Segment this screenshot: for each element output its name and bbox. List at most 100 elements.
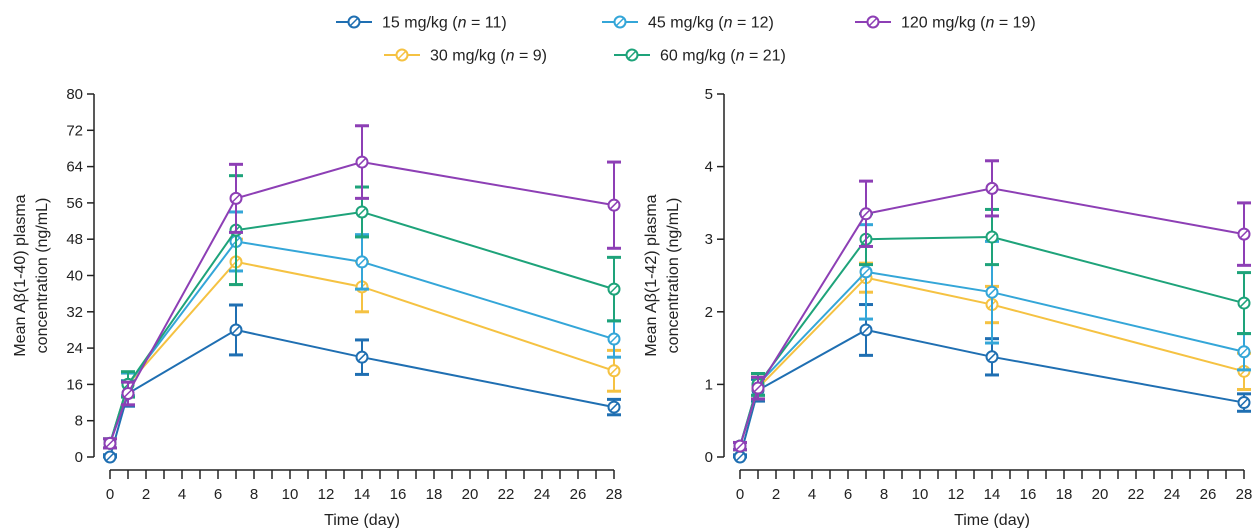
data-point-slash-60 bbox=[609, 284, 619, 294]
x-tick-label: 22 bbox=[498, 486, 515, 503]
x-tick-label: 18 bbox=[426, 486, 443, 503]
legend-label-120: 120 mg/kg (n = 19) bbox=[901, 15, 1036, 32]
data-point-slash-120 bbox=[861, 209, 871, 219]
y-tick-label: 8 bbox=[75, 413, 83, 430]
data-point-slash-120 bbox=[1239, 229, 1249, 239]
x-tick-label: 24 bbox=[534, 486, 551, 503]
data-point-slash-60 bbox=[987, 232, 997, 242]
y-tick-label: 0 bbox=[75, 449, 83, 466]
x-axis-title: Time (day) bbox=[324, 512, 400, 528]
data-point-slash-30 bbox=[609, 366, 619, 376]
x-tick-label: 4 bbox=[808, 486, 816, 503]
y-tick-label: 72 bbox=[66, 122, 83, 139]
x-tick-label: 0 bbox=[106, 486, 114, 503]
x-tick-label: 14 bbox=[984, 486, 1001, 503]
x-tick-label: 16 bbox=[390, 486, 407, 503]
legend-marker-slash-60 bbox=[627, 50, 637, 60]
data-point-slash-15 bbox=[1239, 398, 1249, 408]
data-point-slash-60 bbox=[357, 207, 367, 217]
data-point-slash-120 bbox=[105, 438, 115, 448]
y-tick-label: 0 bbox=[705, 449, 713, 466]
data-point-slash-45 bbox=[987, 287, 997, 297]
y-tick-label: 2 bbox=[705, 304, 713, 321]
x-tick-label: 16 bbox=[1020, 486, 1037, 503]
legend-item-60-mgkg: 60 mg/kg (n = 21) bbox=[614, 48, 786, 65]
x-tick-label: 2 bbox=[142, 486, 150, 503]
y-axis-title-line1: Mean Aβ(1-40) plasma bbox=[12, 194, 29, 356]
y-tick-label: 5 bbox=[705, 86, 713, 103]
x-tick-label: 24 bbox=[1164, 486, 1181, 503]
data-point-slash-120 bbox=[231, 193, 241, 203]
legend-marker-slash-120 bbox=[868, 17, 878, 27]
x-tick-label: 8 bbox=[880, 486, 888, 503]
data-point-slash-15 bbox=[231, 325, 241, 335]
y-tick-label: 3 bbox=[705, 231, 713, 248]
y-tick-label: 1 bbox=[705, 376, 713, 393]
y-tick-label: 40 bbox=[66, 268, 83, 285]
series-45-mgkg bbox=[103, 210, 621, 450]
legend-label-60: 60 mg/kg (n = 21) bbox=[660, 48, 786, 65]
y-axis-title-line1: Mean Aβ(1-42) plasma bbox=[643, 194, 660, 356]
data-point-slash-120 bbox=[987, 183, 997, 193]
x-tick-label: 26 bbox=[1200, 486, 1217, 503]
x-tick-label: 4 bbox=[178, 486, 186, 503]
x-tick-label: 12 bbox=[948, 486, 965, 503]
x-tick-label: 2 bbox=[772, 486, 780, 503]
legend-marker-slash-45 bbox=[615, 17, 625, 27]
x-tick-label: 12 bbox=[318, 486, 335, 503]
series-120-mgkg bbox=[733, 159, 1251, 453]
x-tick-label: 6 bbox=[844, 486, 852, 503]
data-point-slash-45 bbox=[357, 257, 367, 267]
x-tick-label: 20 bbox=[462, 486, 479, 503]
x-tick-label: 18 bbox=[1056, 486, 1073, 503]
legend-item-120-mgkg: 120 mg/kg (n = 19) bbox=[855, 15, 1036, 32]
legend-label-15: 15 mg/kg (n = 11) bbox=[382, 15, 507, 32]
y-tick-label: 16 bbox=[66, 376, 83, 393]
data-point-slash-45 bbox=[1239, 347, 1249, 357]
data-point-slash-45 bbox=[861, 267, 871, 277]
x-tick-label: 20 bbox=[1092, 486, 1109, 503]
legend-item-45-mgkg: 45 mg/kg (n = 12) bbox=[602, 15, 774, 32]
x-tick-label: 10 bbox=[282, 486, 299, 503]
legend-item-30-mgkg: 30 mg/kg (n = 9) bbox=[384, 48, 547, 65]
legend: 15 mg/kg (n = 11) 30 mg/kg (n = 9) 45 mg/k… bbox=[336, 15, 1036, 65]
x-tick-label: 6 bbox=[214, 486, 222, 503]
x-tick-label: 8 bbox=[250, 486, 258, 503]
x-tick-label: 28 bbox=[1236, 486, 1253, 503]
y-tick-label: 4 bbox=[705, 159, 713, 176]
x-tick-label: 14 bbox=[354, 486, 371, 503]
y-tick-label: 32 bbox=[66, 304, 83, 321]
y-axis-title-line2: concentration (ng/mL) bbox=[665, 198, 682, 354]
x-axis-title: Time (day) bbox=[954, 512, 1030, 528]
data-point-slash-15 bbox=[105, 452, 115, 462]
y-tick-label: 56 bbox=[66, 195, 83, 212]
data-point-slash-60 bbox=[1239, 298, 1249, 308]
legend-marker-slash-30 bbox=[397, 50, 407, 60]
data-point-slash-120 bbox=[735, 441, 745, 451]
data-point-slash-15 bbox=[357, 352, 367, 362]
y-tick-label: 48 bbox=[66, 231, 83, 248]
x-tick-label: 22 bbox=[1128, 486, 1145, 503]
legend-label-30: 30 mg/kg (n = 9) bbox=[430, 48, 547, 65]
y-axis-title-line2: concentration (ng/mL) bbox=[34, 198, 51, 354]
x-tick-label: 26 bbox=[570, 486, 587, 503]
x-tick-label: 0 bbox=[736, 486, 744, 503]
x-tick-label: 10 bbox=[912, 486, 929, 503]
data-point-slash-45 bbox=[609, 334, 619, 344]
series-15-mgkg bbox=[103, 303, 621, 464]
data-point-slash-120 bbox=[357, 157, 367, 167]
legend-item-15-mgkg: 15 mg/kg (n = 11) bbox=[336, 15, 507, 32]
data-point-slash-15 bbox=[861, 325, 871, 335]
series-120-mgkg bbox=[103, 124, 621, 450]
data-point-slash-120 bbox=[609, 200, 619, 210]
data-point-slash-120 bbox=[123, 388, 133, 399]
y-tick-label: 80 bbox=[66, 86, 83, 103]
data-point-slash-120 bbox=[753, 383, 763, 393]
y-tick-label: 64 bbox=[66, 159, 83, 176]
data-point-slash-15 bbox=[735, 452, 745, 462]
legend-label-45: 45 mg/kg (n = 12) bbox=[648, 15, 774, 32]
data-point-slash-15 bbox=[609, 402, 619, 412]
